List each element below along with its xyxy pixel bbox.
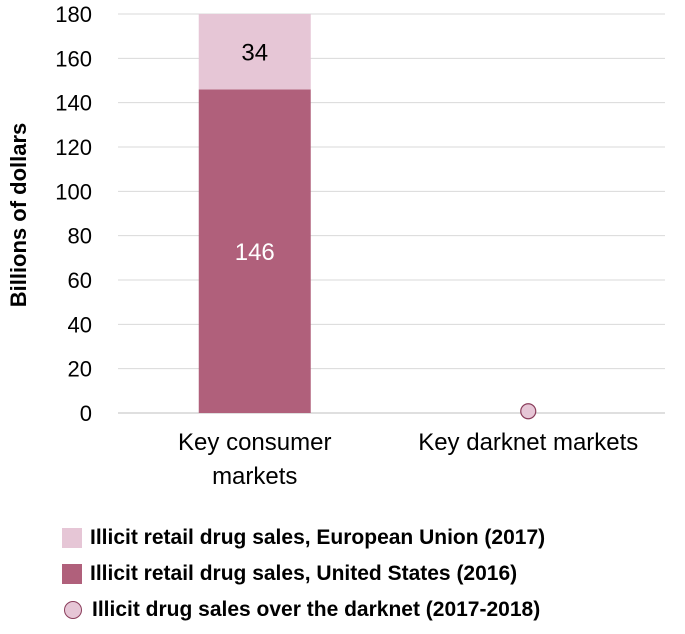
- x-category-label: markets: [212, 463, 297, 490]
- y-tick-label: 0: [80, 401, 92, 426]
- legend: Illicit retail drug sales, European Unio…: [62, 520, 545, 628]
- markers: [520, 403, 537, 420]
- legend-item-us: Illicit retail drug sales, United States…: [62, 556, 545, 592]
- chart: 0 20 40 60 80 100 120 140 160 180 146 34 Key consu…: [6, 2, 665, 490]
- legend-item-darknet: Illicit drug sales over the darknet (201…: [62, 592, 545, 628]
- y-axis-label: Billions of dollars: [6, 123, 31, 308]
- legend-label-us: Illicit retail drug sales, United States…: [90, 562, 518, 585]
- y-tick-label: 120: [55, 135, 92, 160]
- x-axis-categories: Key consumer markets Key darknet markets: [178, 429, 638, 490]
- y-tick-label: 100: [55, 179, 92, 204]
- y-tick-label: 180: [55, 2, 92, 27]
- y-tick-label: 80: [68, 224, 92, 249]
- legend-swatch-eu: [62, 528, 82, 548]
- data-label: 146: [235, 239, 275, 266]
- legend-swatch-us: [62, 564, 82, 584]
- data-label: 34: [241, 40, 268, 67]
- y-tick-label: 140: [55, 91, 92, 116]
- legend-item-eu: Illicit retail drug sales, European Unio…: [62, 520, 545, 556]
- x-category-label: Key darknet markets: [418, 429, 638, 456]
- y-tick-label: 60: [68, 268, 92, 293]
- legend-label-darknet: Illicit drug sales over the darknet (201…: [92, 598, 541, 621]
- bar-segment: [198, 89, 311, 413]
- y-tick-label: 20: [68, 357, 92, 382]
- bars: [198, 14, 311, 413]
- data-point-marker: [520, 403, 537, 420]
- legend-swatch-darknet: [64, 601, 82, 619]
- bar-segment: [198, 14, 311, 90]
- y-axis-ticks: 0 20 40 60 80 100 120 140 160 180: [55, 2, 92, 426]
- y-tick-label: 160: [55, 46, 92, 71]
- legend-label-eu: Illicit retail drug sales, European Unio…: [90, 526, 546, 549]
- y-tick-label: 40: [68, 312, 92, 337]
- x-category-label: Key consumer: [178, 429, 331, 456]
- data-labels: 146 34: [235, 40, 275, 266]
